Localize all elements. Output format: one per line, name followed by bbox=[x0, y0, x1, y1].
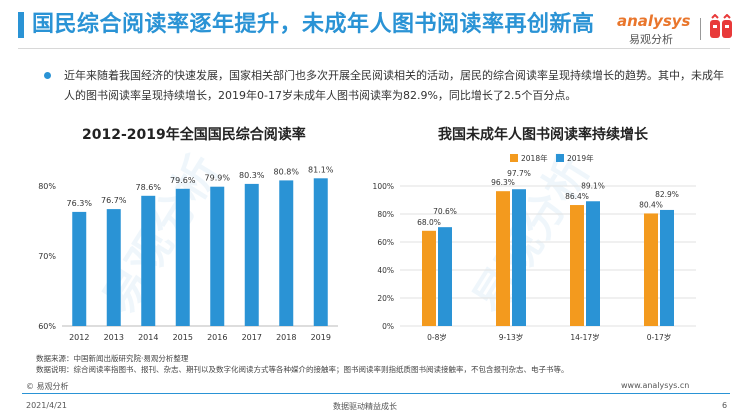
bar bbox=[141, 195, 156, 326]
y-tick-label: 80% bbox=[38, 182, 56, 191]
x-tick-label: 0-8岁 bbox=[427, 332, 447, 342]
dangdang-logo-icon bbox=[710, 14, 732, 38]
legend-swatch bbox=[510, 154, 518, 162]
bar bbox=[313, 178, 328, 326]
bar bbox=[644, 213, 658, 326]
x-tick-label: 2019 bbox=[311, 333, 331, 342]
bar bbox=[244, 183, 259, 326]
data-label: 82.9% bbox=[655, 190, 679, 199]
page-title: 国民综合阅读率逐年提升，未成年人图书阅读率再创新高 bbox=[32, 12, 595, 37]
footer-slogan: 数据驱动精益成长 bbox=[333, 402, 397, 411]
footer-date: 2021/4/21 bbox=[26, 401, 68, 410]
definition-note: 数据说明：综合阅读率指图书、报刊、杂志、期刊以及数字化阅读方式等各种媒介的接触率… bbox=[36, 365, 569, 374]
x-tick-label: 2016 bbox=[207, 333, 227, 342]
y-tick-label: 60% bbox=[377, 238, 394, 247]
data-label: 79.9% bbox=[205, 174, 231, 183]
legend-label: 2018年 bbox=[521, 153, 548, 163]
data-label: 89.1% bbox=[581, 181, 605, 190]
chart-left-title: 2012-2019年全国国民综合阅读率 bbox=[82, 127, 306, 143]
bar bbox=[279, 180, 294, 326]
data-label: 97.7% bbox=[507, 169, 531, 178]
x-tick-label: 2015 bbox=[173, 333, 193, 342]
data-label: 80.8% bbox=[274, 167, 300, 176]
bar bbox=[422, 230, 436, 326]
footer-divider bbox=[22, 393, 730, 394]
data-label: 68.0% bbox=[417, 218, 441, 227]
bar bbox=[72, 211, 87, 326]
x-tick-label: 14-17岁 bbox=[570, 332, 599, 342]
bar bbox=[106, 209, 121, 326]
bar bbox=[210, 186, 225, 326]
data-label: 80.3% bbox=[239, 171, 265, 180]
brand-logo: analysys 易观分析 bbox=[617, 12, 737, 46]
data-label: 79.6% bbox=[170, 176, 196, 185]
y-tick-label: 0% bbox=[382, 322, 394, 331]
bullet-icon bbox=[44, 72, 51, 79]
title-divider bbox=[18, 48, 730, 49]
minor-reading-rate-bar-chart: 0% 20% 40% 60% 80% 100% 2018年 2019年 68.0% 70.6% 0-… bbox=[373, 153, 696, 342]
data-label: 81.1% bbox=[308, 165, 334, 174]
x-tick-label: 2017 bbox=[242, 333, 262, 342]
y-tick-label: 40% bbox=[377, 266, 394, 275]
bar bbox=[586, 201, 600, 326]
page-number: 6 bbox=[722, 401, 728, 410]
footer-copyright: © 易观分析 bbox=[26, 382, 69, 391]
reading-rate-bar-chart: 60% 70% 80% 76.3% 2012 76.7% 2013 78.6% 2014 79.6… bbox=[38, 165, 338, 342]
footer-url[interactable]: www.analysys.cn bbox=[621, 381, 690, 390]
x-tick-label: 2012 bbox=[69, 333, 89, 342]
bar bbox=[496, 191, 510, 326]
legend-label: 2019年 bbox=[567, 153, 594, 163]
y-tick-label: 80% bbox=[377, 210, 394, 219]
data-label: 76.3% bbox=[67, 199, 93, 208]
y-tick-label: 70% bbox=[38, 252, 56, 261]
data-label: 78.6% bbox=[136, 183, 162, 192]
y-tick-label: 20% bbox=[377, 294, 394, 303]
data-label: 80.4% bbox=[639, 200, 663, 209]
chart-right-title: 我国未成年人图书阅读率持续增长 bbox=[438, 127, 648, 143]
bar bbox=[175, 188, 190, 326]
data-label: 86.4% bbox=[565, 192, 589, 201]
x-tick-label: 0-17岁 bbox=[647, 332, 672, 342]
source-note: 数据来源：中国新闻出版研究院·易观分析整理 bbox=[36, 354, 189, 363]
bar bbox=[438, 227, 452, 326]
summary-paragraph: 近年来随着我国经济的快速发展，国家相关部门也多次开展全民阅读相关的活动，居民的综… bbox=[64, 69, 724, 102]
bar bbox=[512, 189, 526, 326]
legend-swatch bbox=[556, 154, 564, 162]
x-tick-label: 2014 bbox=[138, 333, 158, 342]
title-accent-bar bbox=[18, 12, 24, 38]
logo-divider bbox=[700, 18, 701, 40]
logo-cn-text: 易观分析 bbox=[629, 33, 673, 46]
x-tick-label: 9-13岁 bbox=[499, 332, 524, 342]
x-tick-label: 2013 bbox=[104, 333, 124, 342]
data-label: 70.6% bbox=[433, 207, 457, 216]
y-tick-label: 100% bbox=[373, 182, 394, 191]
bar bbox=[660, 209, 674, 326]
data-label: 76.7% bbox=[101, 196, 127, 205]
bar bbox=[570, 205, 584, 326]
logo-wordmark: analysys bbox=[617, 12, 691, 30]
x-tick-label: 2018 bbox=[276, 333, 296, 342]
data-label: 96.3% bbox=[491, 178, 515, 187]
y-tick-label: 60% bbox=[38, 322, 56, 331]
